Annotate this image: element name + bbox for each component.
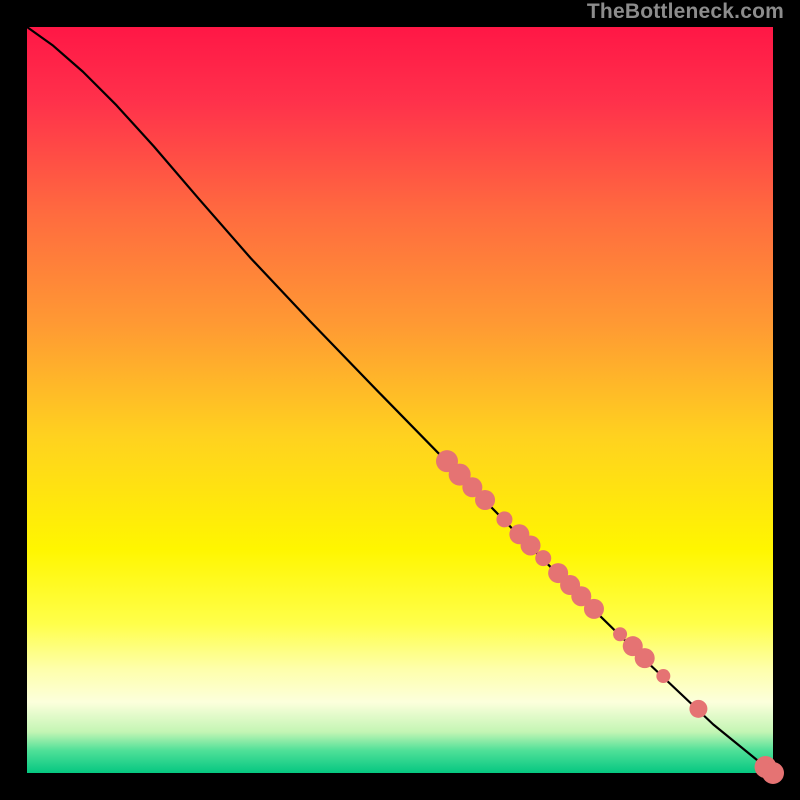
data-marker	[762, 762, 784, 784]
data-marker	[535, 550, 551, 566]
plot-background	[27, 27, 773, 773]
bottleneck-chart	[0, 0, 800, 800]
attribution-label: TheBottleneck.com	[587, 0, 784, 24]
data-marker	[613, 627, 627, 641]
data-marker	[475, 490, 495, 510]
chart-container: { "attribution": "TheBottleneck.com", "c…	[0, 0, 800, 800]
data-marker	[584, 599, 604, 619]
data-marker	[521, 535, 541, 555]
data-marker	[635, 648, 655, 668]
data-marker	[496, 511, 512, 527]
data-marker	[656, 669, 670, 683]
data-marker	[689, 700, 707, 718]
